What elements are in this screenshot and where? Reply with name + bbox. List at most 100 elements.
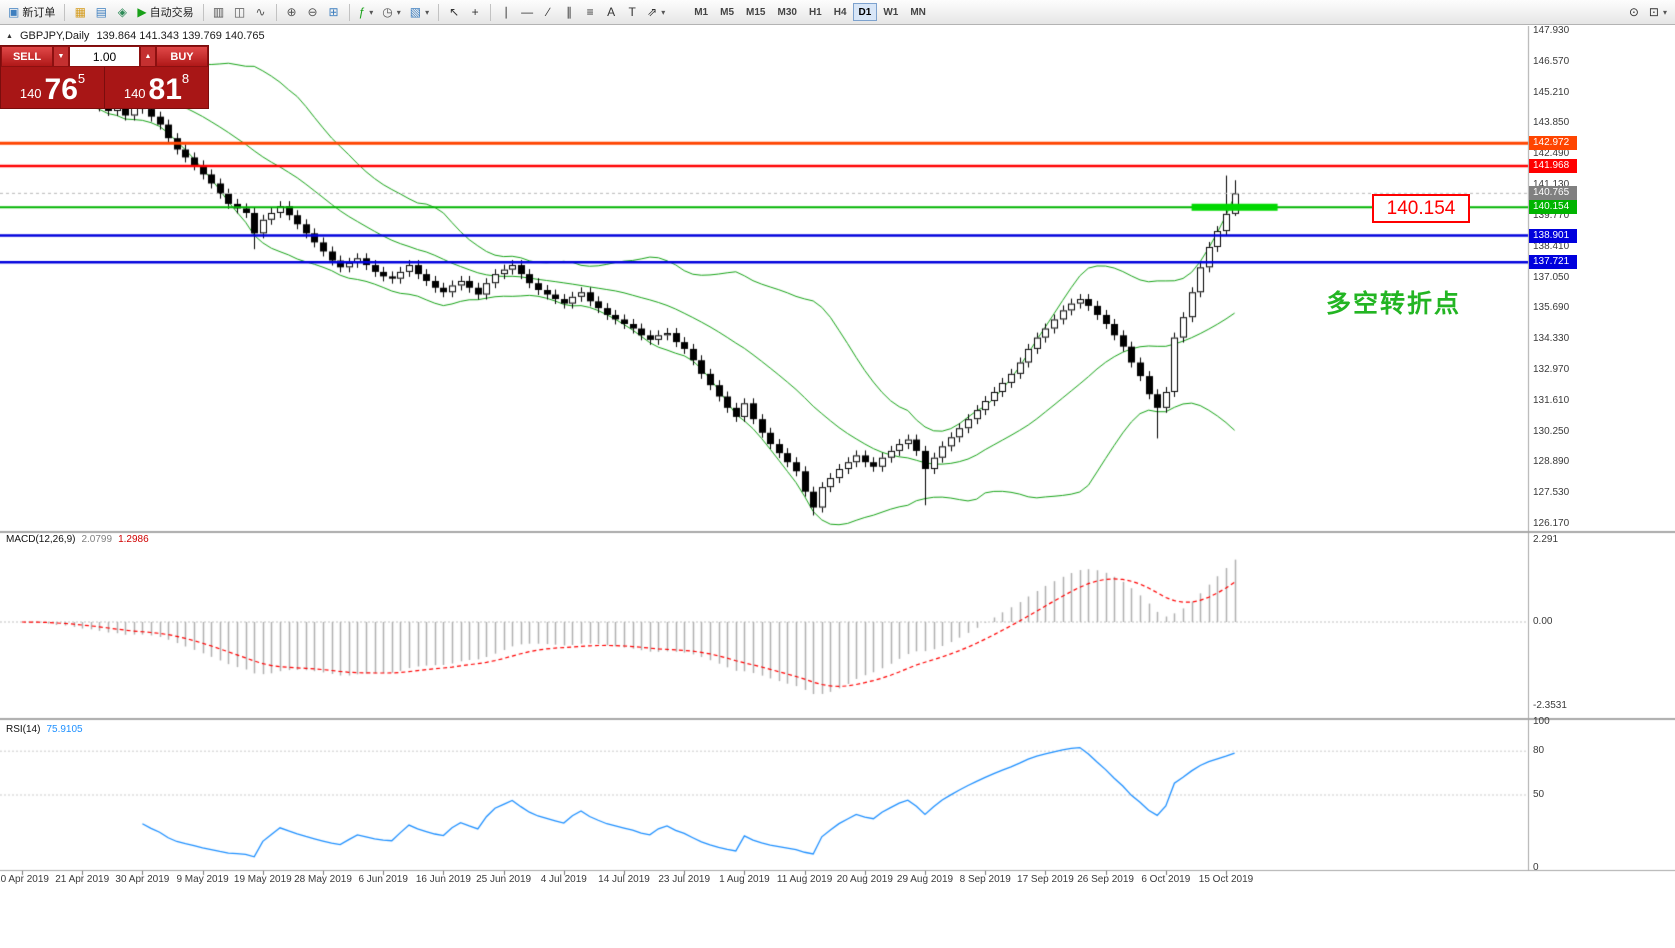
vertical-line-icon[interactable]: ∣ bbox=[496, 2, 516, 22]
date-label: 14 Jul 2019 bbox=[598, 874, 650, 885]
toolbar-separator bbox=[275, 3, 277, 21]
price-callout-label[interactable]: 140.154 bbox=[1372, 194, 1470, 223]
candlestick-chart-icon[interactable]: ◫ bbox=[230, 2, 250, 22]
price-chart-canvas[interactable] bbox=[0, 26, 1675, 948]
window-list-icon[interactable]: ⊡ ▾ bbox=[1645, 2, 1671, 22]
horizontal-line-icon[interactable]: — bbox=[517, 2, 537, 22]
new-order-button: ▣ bbox=[8, 5, 20, 19]
navigator-icon[interactable]: ◈ bbox=[112, 2, 132, 22]
date-label: 29 Aug 2019 bbox=[896, 874, 954, 885]
periods-icon: ◷ bbox=[382, 5, 393, 19]
window-list-icon: ⊡ bbox=[1648, 5, 1659, 19]
toolbar-separator bbox=[64, 3, 66, 21]
volume-decrease-button[interactable]: ▼ bbox=[53, 46, 69, 67]
date-label: 16 Jun 2019 bbox=[415, 874, 471, 885]
sell-price-sup: 5 bbox=[77, 71, 86, 86]
axis-label: 130.250 bbox=[1533, 425, 1570, 437]
timeframe-m15[interactable]: M15 bbox=[740, 3, 771, 21]
timeframe-m1[interactable]: M1 bbox=[688, 3, 714, 21]
arrows-icon: ⇗ bbox=[647, 5, 658, 19]
arrows-icon[interactable]: ⇗ ▾ bbox=[643, 2, 669, 22]
date-label: 30 Apr 2019 bbox=[115, 874, 170, 885]
axis-label: 145.210 bbox=[1533, 86, 1570, 98]
new-order-button[interactable]: ▣ 新订单 bbox=[4, 2, 59, 22]
tile-windows-icon[interactable]: ⊞ bbox=[324, 2, 344, 22]
chevron-down-icon: ▾ bbox=[425, 7, 430, 17]
text-icon[interactable]: A bbox=[601, 2, 621, 22]
date-label: 21 Apr 2019 bbox=[55, 874, 110, 885]
buy-price-prefix: 140 bbox=[123, 85, 146, 101]
sell-price[interactable]: 140 76 5 bbox=[1, 67, 105, 108]
date-label: 9 May 2019 bbox=[176, 874, 229, 885]
market-watch-icon[interactable]: ▦ bbox=[70, 2, 90, 22]
chart-window: ▲ GBPJPY,Daily 139.864 141.343 139.769 1… bbox=[0, 25, 1675, 948]
chart-symbol-header: ▲ GBPJPY,Daily 139.864 141.343 139.769 1… bbox=[6, 30, 265, 42]
zoom-in-icon[interactable]: ⊕ bbox=[282, 2, 302, 22]
timeframe-m5[interactable]: M5 bbox=[714, 3, 740, 21]
toolbar-separator bbox=[348, 3, 350, 21]
turning-point-annotation[interactable]: 多空转折点 bbox=[1326, 290, 1462, 318]
buy-button[interactable]: BUY bbox=[156, 46, 208, 67]
zoom-out-icon[interactable]: ⊖ bbox=[303, 2, 323, 22]
cursor-icon[interactable]: ↖ bbox=[444, 2, 464, 22]
trendline-icon: ∕ bbox=[547, 5, 550, 19]
timeframe-d1[interactable]: D1 bbox=[852, 3, 878, 21]
macd-signal-value: 1.2986 bbox=[118, 534, 149, 545]
axis-label: 126.170 bbox=[1533, 518, 1570, 530]
buy-price[interactable]: 140 81 8 bbox=[105, 67, 208, 108]
axis-label: 128.890 bbox=[1533, 456, 1570, 468]
timeframe-h4[interactable]: H4 bbox=[828, 3, 853, 21]
data-window-icon[interactable]: ▤ bbox=[91, 2, 111, 22]
bar-chart-icon[interactable]: ▥ bbox=[209, 2, 229, 22]
buy-price-big: 81 bbox=[148, 73, 182, 106]
indicators-icon[interactable]: ƒ ▾ bbox=[355, 2, 378, 22]
date-label: 20 Aug 2019 bbox=[836, 874, 893, 885]
navigator-icon: ◈ bbox=[117, 5, 127, 19]
fibonacci-icon[interactable]: ≡ bbox=[580, 2, 600, 22]
search-icon: ⊙ bbox=[1628, 5, 1639, 19]
templates-icon[interactable]: ▧ ▾ bbox=[406, 2, 433, 22]
new-order-button-label: 新订单 bbox=[22, 7, 56, 19]
autotrading-button: ▶ bbox=[137, 5, 147, 19]
sell-button[interactable]: SELL bbox=[1, 46, 53, 67]
timeframe-group: M1 M5 M15 M30 H1 H4 D1 W1 MN bbox=[688, 3, 932, 21]
volume-increase-button[interactable]: ▲ bbox=[140, 46, 156, 67]
axis-label: 139.770 bbox=[1533, 209, 1570, 221]
chevron-down-icon: ▾ bbox=[661, 7, 666, 17]
date-label: 4 Jul 2019 bbox=[540, 874, 587, 885]
text-icon: A bbox=[607, 5, 616, 19]
date-label: 8 Sep 2019 bbox=[959, 874, 1011, 885]
date-label: 25 Jun 2019 bbox=[476, 874, 532, 885]
timeframe-mn[interactable]: MN bbox=[904, 3, 932, 21]
line-chart-icon[interactable]: ∿ bbox=[251, 2, 271, 22]
axis-label: 146.570 bbox=[1533, 55, 1570, 67]
macd-header: MACD(12,26,9) 2.0799 1.2986 bbox=[6, 534, 149, 545]
price-level-tag: 142.972 bbox=[1529, 136, 1577, 151]
chart-symbol-label: GBPJPY,Daily bbox=[19, 30, 90, 42]
axis-label: 80 bbox=[1533, 745, 1545, 757]
channel-icon[interactable]: ∥ bbox=[559, 2, 579, 22]
text-label-icon[interactable]: T bbox=[622, 2, 642, 22]
timeframe-h1[interactable]: H1 bbox=[803, 3, 828, 21]
date-label: 6 Oct 2019 bbox=[1141, 874, 1191, 885]
rsi-label: RSI(14) bbox=[6, 724, 41, 735]
axis-label: 0.00 bbox=[1533, 616, 1553, 627]
search-icon[interactable]: ⊙ bbox=[1624, 2, 1644, 22]
autotrading-button[interactable]: ▶ 自动交易 bbox=[133, 2, 197, 22]
axis-label: 2.291 bbox=[1533, 534, 1559, 546]
crosshair-icon[interactable]: + bbox=[465, 2, 485, 22]
axis-label: 137.050 bbox=[1533, 271, 1570, 283]
candlestick-chart-icon: ◫ bbox=[233, 5, 246, 19]
trendline-icon[interactable]: ∕ bbox=[538, 2, 558, 22]
current-price-tag: 140.765 bbox=[1529, 186, 1577, 201]
periods-icon[interactable]: ◷ ▾ bbox=[378, 2, 405, 22]
date-label: 23 Jul 2019 bbox=[658, 874, 711, 885]
zoom-in-icon: ⊕ bbox=[286, 5, 297, 19]
timeframe-m30[interactable]: M30 bbox=[771, 3, 802, 21]
axis-label: -2.3531 bbox=[1533, 700, 1567, 711]
timeframe-w1[interactable]: W1 bbox=[877, 3, 904, 21]
crosshair-icon: + bbox=[471, 5, 479, 19]
chart-marker-icon: ▲ bbox=[6, 32, 13, 40]
rsi-value: 75.9105 bbox=[46, 724, 83, 735]
volume-input[interactable] bbox=[69, 46, 140, 67]
